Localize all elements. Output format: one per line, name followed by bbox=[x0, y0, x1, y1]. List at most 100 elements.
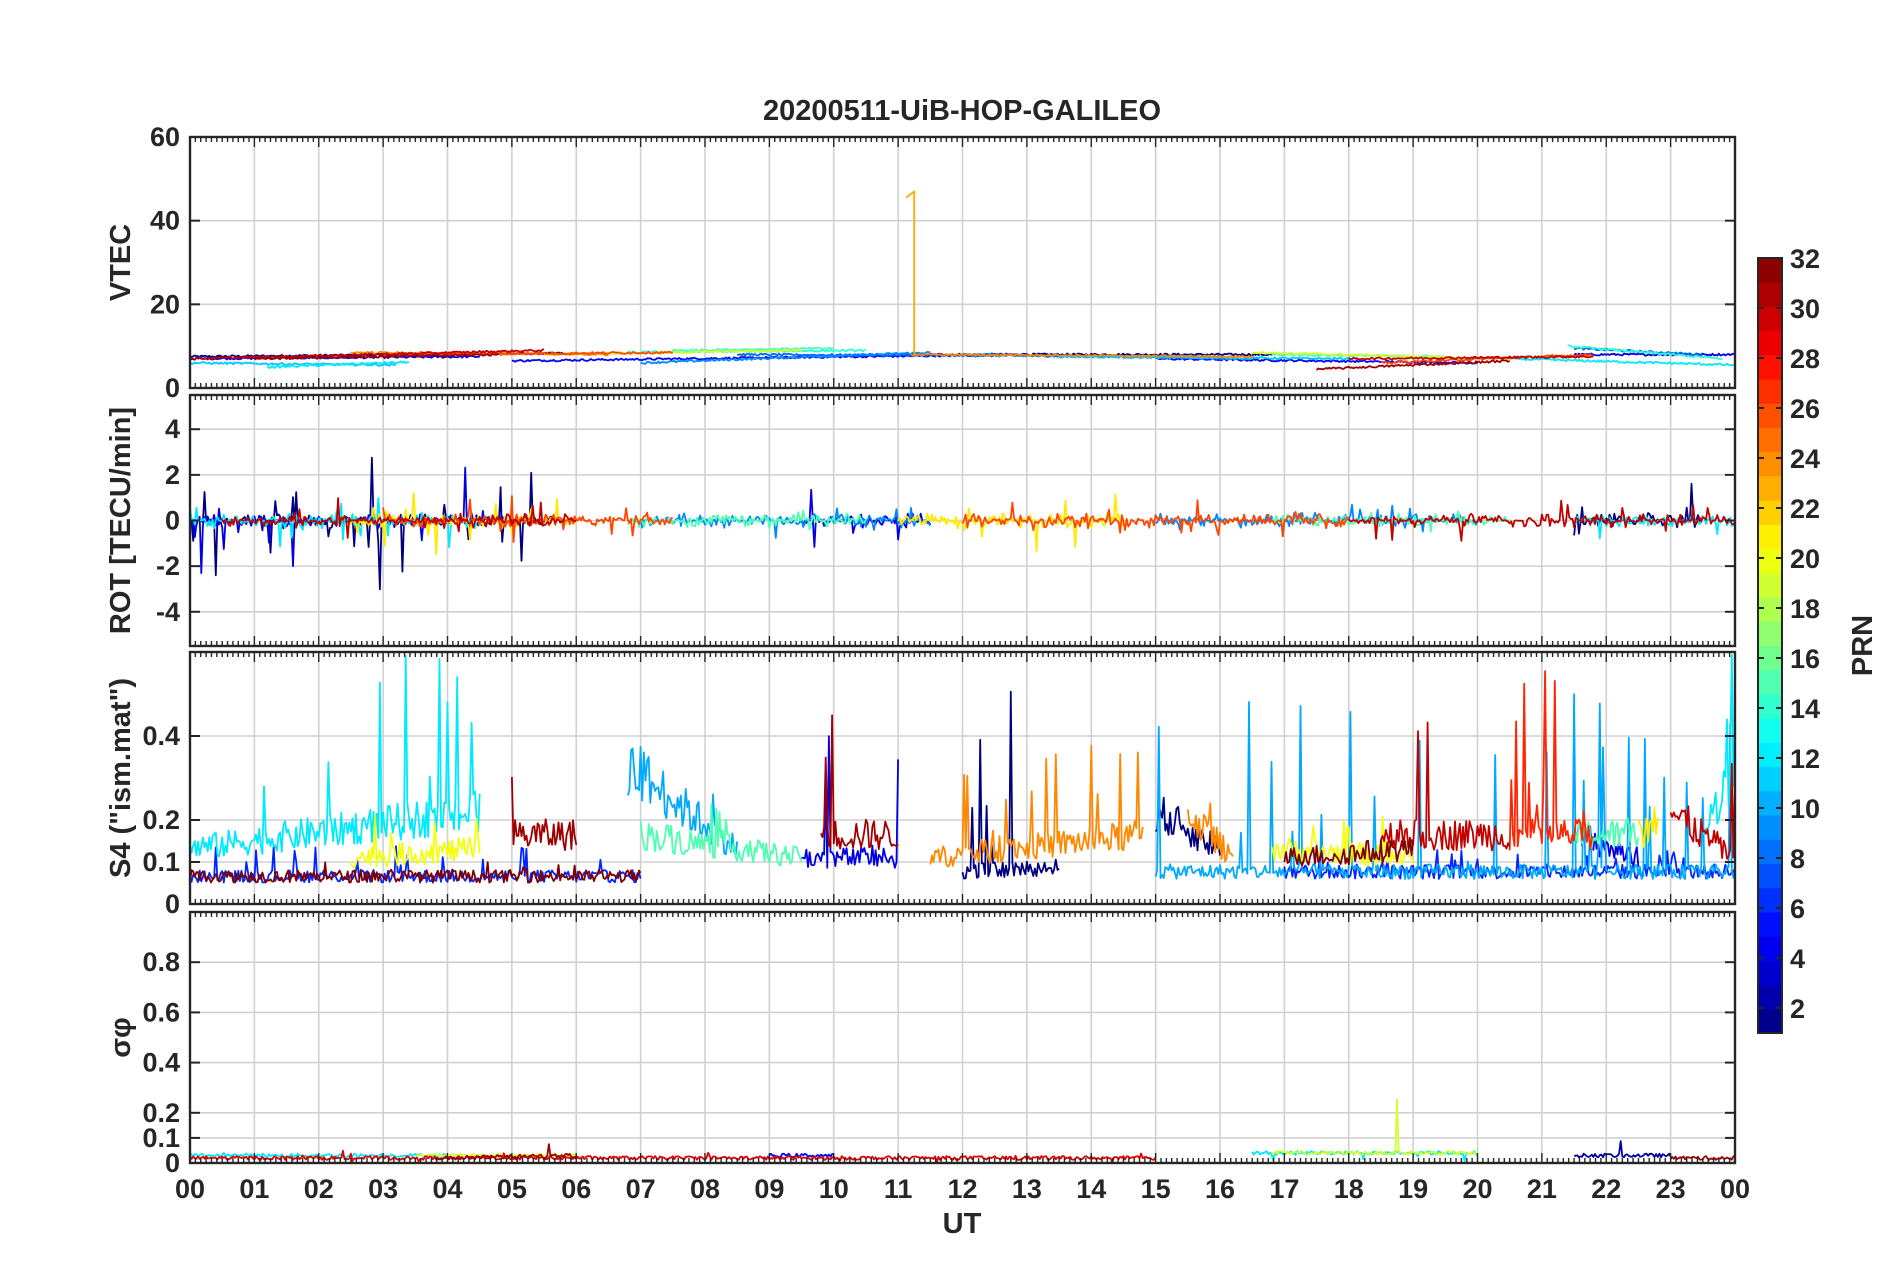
colorbar-tick-label: 12 bbox=[1790, 744, 1820, 774]
colorbar-swatch bbox=[1758, 766, 1782, 792]
xtick-label: 05 bbox=[497, 1174, 527, 1204]
colorbar-swatch bbox=[1758, 282, 1782, 307]
vtec-series-prn-30 bbox=[190, 348, 1594, 361]
rot-series bbox=[190, 456, 1735, 591]
colorbar-swatch bbox=[1758, 936, 1782, 961]
colorbar-tick-label: 8 bbox=[1790, 844, 1805, 874]
xtick-label: 19 bbox=[1398, 1174, 1428, 1204]
sigma-minor-ticks bbox=[189, 912, 1736, 1163]
vtec-grid bbox=[190, 137, 1735, 388]
rot-minor-ticks bbox=[189, 395, 1736, 646]
xtick-label: 15 bbox=[1141, 1174, 1171, 1204]
colorbar-swatch bbox=[1758, 475, 1782, 501]
vtec-series-prn-31 bbox=[253, 352, 1511, 371]
colorbar-swatch bbox=[1758, 911, 1782, 937]
xtick-label: 08 bbox=[690, 1174, 720, 1204]
xtick-label: 06 bbox=[561, 1174, 591, 1204]
sigma-ytick-label: 0.2 bbox=[142, 1098, 180, 1128]
s4-series-prn-31 bbox=[511, 714, 899, 851]
rot-ytick-label: -2 bbox=[156, 551, 180, 581]
colorbar-swatch bbox=[1758, 669, 1782, 695]
s4-ytick-marks bbox=[190, 735, 1735, 905]
xtick-label: 09 bbox=[754, 1174, 784, 1204]
s4-ytick-label: 0 bbox=[165, 889, 180, 919]
vtec-series-prn-12 bbox=[266, 357, 1735, 369]
colorbar-swatch bbox=[1758, 960, 1782, 986]
colorbar-tick-label: 18 bbox=[1790, 594, 1820, 624]
vtec-ytick-label: 0 bbox=[165, 373, 180, 403]
sigma-grid bbox=[190, 912, 1735, 1163]
xtick-label: 21 bbox=[1527, 1174, 1557, 1204]
s4-minor-ticks bbox=[189, 652, 1736, 904]
xtick-label: 12 bbox=[947, 1174, 977, 1204]
colorbar-swatch bbox=[1758, 500, 1782, 525]
vtec-series bbox=[190, 190, 1735, 371]
s4-series-prn-30 bbox=[1380, 721, 1735, 860]
colorbar-swatch bbox=[1758, 790, 1782, 816]
colorbar-swatch bbox=[1758, 621, 1782, 646]
xtick-label: 22 bbox=[1591, 1174, 1621, 1204]
rot-ytick-label: 2 bbox=[165, 460, 180, 490]
sigma-ytick-label: 0.6 bbox=[142, 997, 180, 1027]
x-tick-labels: 00 01 02 03 04 05 06 07 08 09 10 11 12 13 14 15 16 17 18 19… bbox=[175, 1174, 1750, 1204]
colorbar-swatch bbox=[1758, 742, 1782, 768]
colorbar-tick-label: 26 bbox=[1790, 394, 1820, 424]
colorbar-tick-label: 10 bbox=[1790, 794, 1820, 824]
xtick-label: 02 bbox=[304, 1174, 334, 1204]
sigma-ytick-label: 0.4 bbox=[142, 1048, 180, 1078]
vtec-ytick-label: 40 bbox=[150, 206, 180, 236]
colorbar-tick-label: 32 bbox=[1790, 244, 1820, 274]
colorbar-swatch bbox=[1758, 718, 1782, 743]
xtick-label: 11 bbox=[884, 1174, 913, 1204]
colorbar-tick-label: 6 bbox=[1790, 894, 1805, 924]
rot-ytick-label: -4 bbox=[156, 597, 180, 627]
rot-ytick-marks bbox=[190, 428, 1735, 613]
s4-series-prn-21 bbox=[1637, 806, 1659, 848]
colorbar-swatch bbox=[1758, 548, 1782, 574]
s4-series-prn-27 bbox=[1508, 670, 1595, 851]
rot-ylabel: ROT [TECU/min] bbox=[105, 407, 137, 634]
colorbar-tick-label: 4 bbox=[1790, 944, 1805, 974]
sigma-ylabel: σφ bbox=[105, 1017, 137, 1058]
colorbar-swatch bbox=[1758, 597, 1782, 622]
colorbar-swatch bbox=[1758, 693, 1782, 719]
sigma-ytick-marks bbox=[190, 961, 1735, 1164]
colorbar-swatch bbox=[1758, 524, 1782, 550]
colorbar-swatch bbox=[1758, 839, 1782, 864]
xtick-label: 20 bbox=[1462, 1174, 1492, 1204]
colorbar-tick-label: 30 bbox=[1790, 294, 1820, 324]
xtick-label: 13 bbox=[1012, 1174, 1042, 1204]
colorbar-tick-label: 14 bbox=[1790, 694, 1820, 724]
xtick-label: 18 bbox=[1334, 1174, 1364, 1204]
xtick-label: 14 bbox=[1076, 1174, 1106, 1204]
vtec-ytick-marks bbox=[190, 136, 1735, 389]
s4-series-prn-1 bbox=[961, 690, 1221, 880]
colorbar-swatch bbox=[1758, 984, 1782, 1010]
xtick-label: 03 bbox=[368, 1174, 398, 1204]
panel-sigma: 00.10.2 0.4 0.6 0.8 σφ bbox=[105, 910, 1737, 1178]
s4-series-prn-24 bbox=[929, 744, 1234, 868]
colorbar-swatch bbox=[1758, 863, 1782, 889]
vtec-ylabel: VTEC bbox=[105, 224, 137, 301]
xtick-label: 01 bbox=[239, 1174, 269, 1204]
xtick-label: 00 bbox=[1720, 1174, 1750, 1204]
panel-s4: 0 0.1 0.2 0.4S4 ("ism.mat") bbox=[105, 650, 1737, 919]
s4-series-prn-12 bbox=[190, 654, 1735, 858]
panel-vtec: 0 20 40 60 VTEC bbox=[105, 122, 1737, 403]
sigma-series-prn-5 bbox=[768, 1152, 834, 1159]
sigma-ytick-label: 0.1 bbox=[142, 1123, 180, 1153]
panel-rot: -4 -2 0 2 4 ROT [TECU/min] bbox=[105, 393, 1737, 648]
colorbar-tick-label: 28 bbox=[1790, 344, 1820, 374]
colorbar-tick-label: 20 bbox=[1790, 544, 1820, 574]
s4-ytick-label: 0.1 bbox=[142, 847, 180, 877]
xtick-label: 16 bbox=[1205, 1174, 1235, 1204]
s4-series bbox=[190, 654, 1735, 884]
colorbar-tick-label: 22 bbox=[1790, 494, 1820, 524]
colorbar-swatch bbox=[1758, 379, 1782, 404]
vtec-minor-ticks bbox=[189, 137, 1736, 388]
sigma-series-prn-2 bbox=[1574, 1140, 1672, 1159]
sigma-series-prn-29 bbox=[190, 1149, 1157, 1163]
